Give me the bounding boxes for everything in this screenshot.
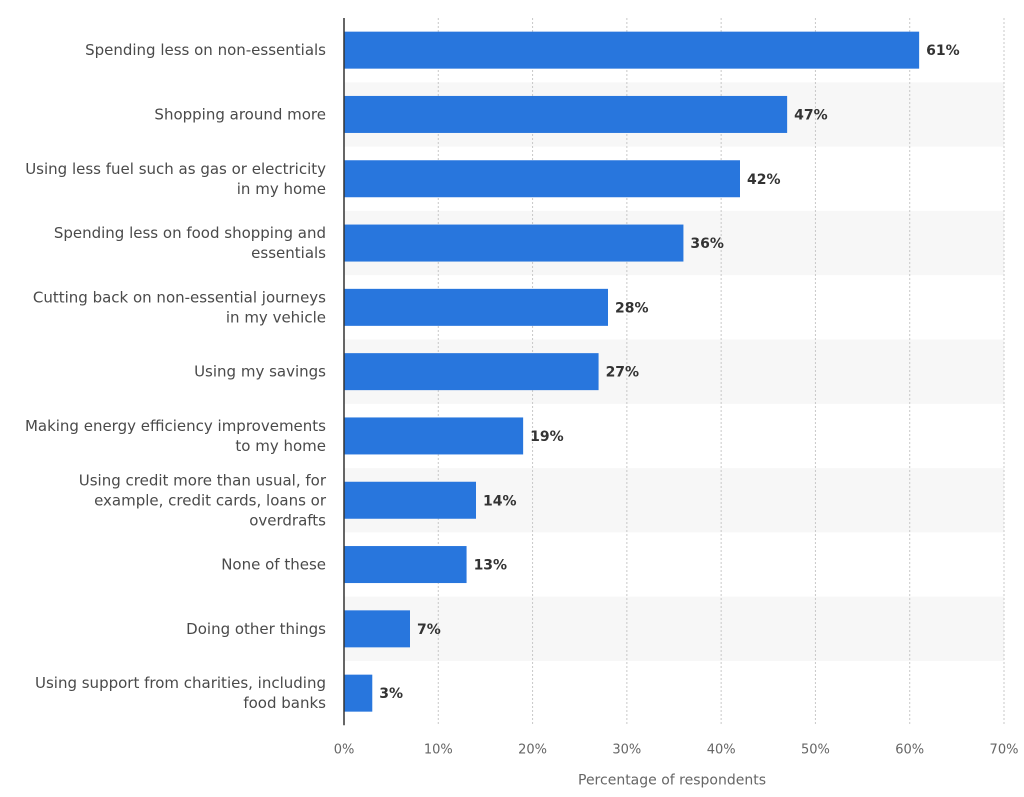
value-label: 47%	[794, 107, 828, 123]
bar	[344, 160, 740, 198]
value-label: 42%	[747, 172, 781, 188]
x-tick-label: 50%	[801, 742, 830, 757]
value-label: 7%	[417, 622, 441, 638]
x-tick-label: 20%	[518, 742, 547, 757]
value-labels: 61% 47% 42% 36% 28% 27% 19% 14% 13% 7% 3%	[379, 43, 959, 702]
bar	[344, 546, 467, 584]
value-label: 14%	[483, 493, 517, 509]
value-label: 13%	[474, 558, 508, 574]
category-label: Using less fuel such as gas or electrici…	[25, 160, 326, 198]
category-label: Cutting back on non-essential journeys in…	[33, 288, 326, 326]
bar	[344, 288, 608, 326]
value-label: 3%	[379, 686, 403, 702]
x-tick-label: 60%	[895, 742, 924, 757]
category-labels: Spending less on non-essentials Shopping …	[25, 41, 327, 712]
category-label: Doing other things	[186, 620, 326, 638]
bar	[344, 481, 476, 519]
x-tick-label: 70%	[990, 742, 1019, 757]
bar	[344, 95, 788, 133]
value-label: 19%	[530, 429, 564, 445]
bar	[344, 674, 373, 712]
category-label: Using my savings	[194, 363, 326, 381]
category-label: Making energy efficiency improvements to …	[25, 417, 326, 455]
row-band	[344, 596, 1004, 661]
bar	[344, 610, 410, 648]
value-label: 36%	[690, 236, 724, 252]
x-tick-label: 40%	[707, 742, 736, 757]
x-tick-label: 10%	[424, 742, 453, 757]
x-tick-labels: 0% 10% 20% 30% 40% 50% 60% 70%	[334, 742, 1019, 757]
x-tick-label: 0%	[334, 742, 355, 757]
category-label: Spending less on food shopping and essent…	[54, 224, 326, 262]
bar	[344, 417, 524, 455]
category-label: Spending less on non-essentials	[85, 41, 326, 59]
bar	[344, 224, 684, 262]
category-label: Using support from charities, including f…	[35, 674, 326, 712]
value-label: 27%	[606, 365, 640, 381]
category-label: None of these	[221, 556, 326, 574]
bar	[344, 31, 920, 69]
category-label: Using credit more than usual, for example…	[79, 471, 327, 529]
x-tick-label: 30%	[612, 742, 641, 757]
bars	[344, 31, 920, 712]
category-label: Shopping around more	[154, 105, 326, 123]
value-label: 61%	[926, 43, 960, 59]
x-axis-title: Percentage of respondents	[578, 772, 766, 788]
value-label: 28%	[615, 300, 649, 316]
bar	[344, 353, 599, 391]
